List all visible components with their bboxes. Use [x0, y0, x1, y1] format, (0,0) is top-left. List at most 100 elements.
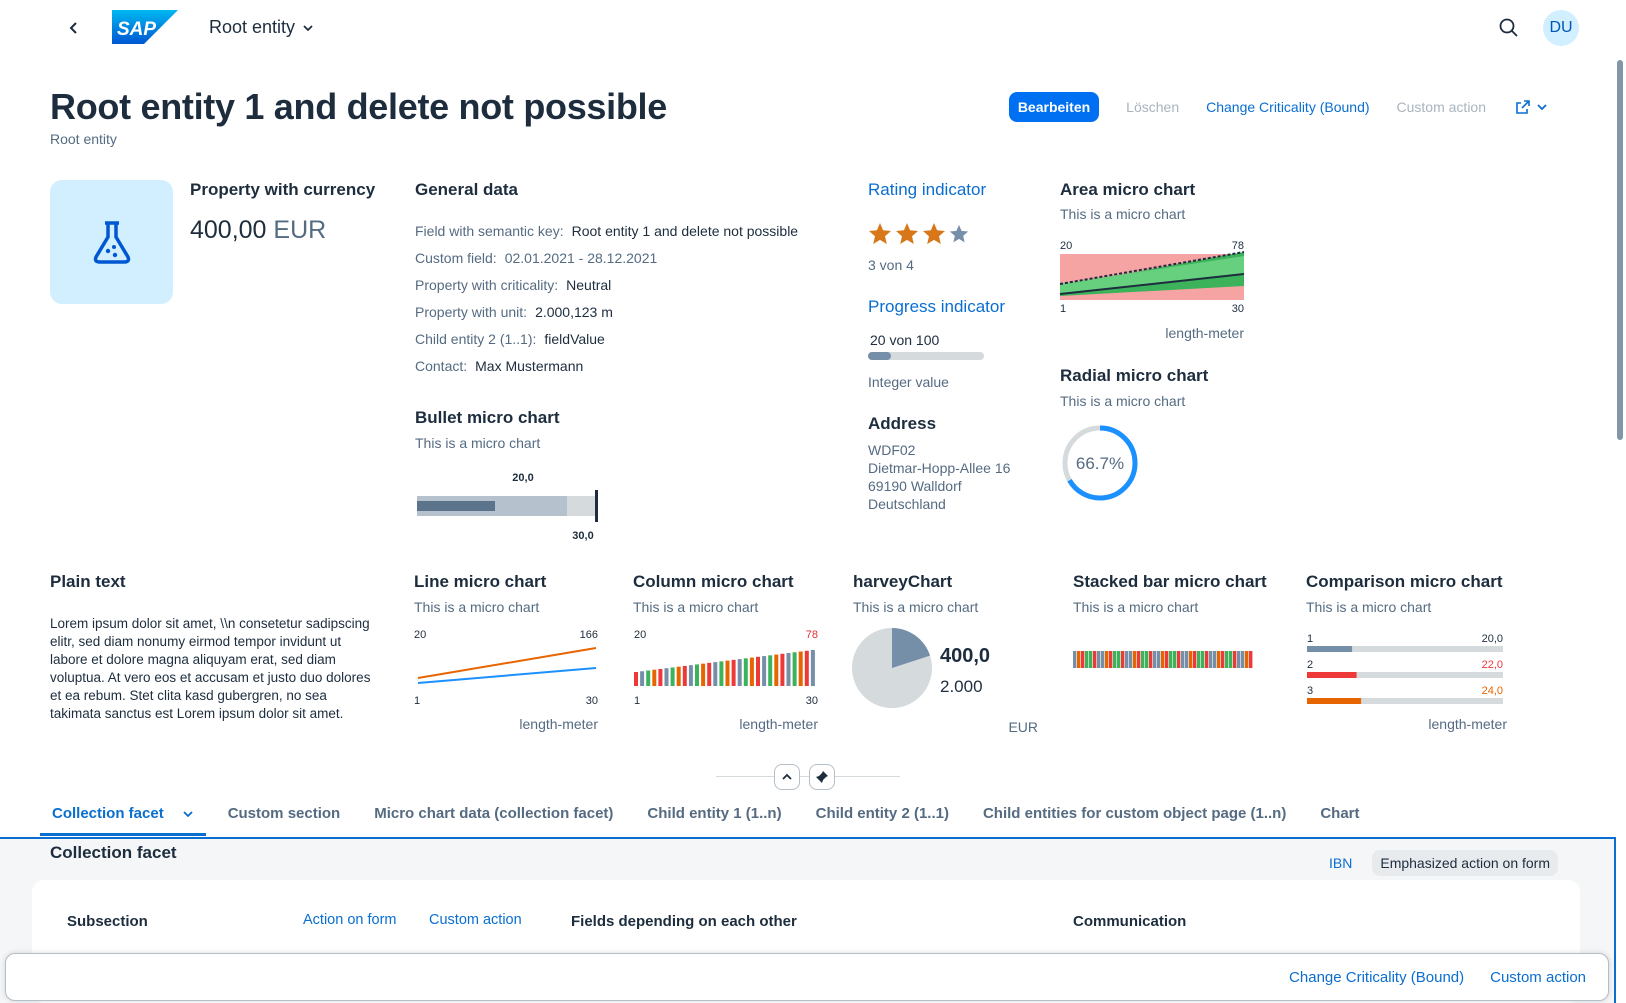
pin-header-button[interactable] — [809, 764, 835, 790]
stacked-bar-segment — [1073, 651, 1077, 668]
column-bar — [695, 664, 699, 686]
stacked-bar-segment — [1077, 651, 1081, 668]
line-chart: 20 166 1 30 length-meter — [414, 629, 598, 732]
stacked-bar-segment — [1145, 651, 1149, 668]
field-row: Child entity 2 (1..1): fieldValue — [415, 331, 605, 347]
stacked-bar-segment — [1105, 651, 1109, 668]
column-bar — [707, 662, 712, 686]
column-bar — [725, 660, 730, 686]
tab-child-entities-custom[interactable]: Child entities for custom object page (1… — [982, 805, 1287, 822]
area-top-right-label: 78 — [1232, 240, 1244, 252]
ibn-button[interactable]: IBN — [1329, 855, 1353, 871]
tab-chart[interactable]: Chart — [1320, 805, 1360, 822]
currency-value: 400,00 EUR — [190, 216, 326, 245]
comparison-row-value: 24,0 — [1482, 685, 1503, 697]
progress-fill — [868, 352, 892, 360]
avatar[interactable]: DU — [1543, 10, 1579, 46]
column-bar — [731, 659, 736, 686]
rating-indicator[interactable] — [868, 222, 969, 246]
stacked-bar-segment — [1245, 651, 1249, 668]
harvey-value-slice — [892, 628, 931, 668]
share-icon — [1516, 100, 1530, 114]
radial-chart-title: Radial micro chart — [1060, 366, 1209, 385]
contact-link[interactable]: Max Mustermann — [475, 358, 584, 374]
back-button[interactable] — [62, 16, 86, 40]
address-title: Address — [868, 414, 937, 433]
area-actual-line — [1059, 273, 1245, 295]
stacked-bar-segment — [1193, 651, 1197, 668]
bullet-value-label: 20,0 — [512, 472, 533, 484]
comparison-row-label: 3 — [1307, 685, 1313, 697]
field-row: Contact: Max Mustermann — [415, 358, 584, 374]
star-icon — [896, 223, 918, 244]
tab-custom-section[interactable]: Custom section — [227, 805, 341, 822]
plain-text-body: Lorem ipsum dolor sit amet, \\n consetet… — [50, 616, 371, 721]
column-bar — [804, 650, 809, 686]
general-data-title: General data — [415, 180, 518, 199]
page-subtitle: Root entity — [50, 131, 117, 147]
stacked-bar-segment — [1125, 651, 1129, 668]
comparison-row-label: 2 — [1307, 659, 1313, 671]
app-title-menu[interactable]: Root entity — [209, 17, 315, 38]
column-bar — [688, 665, 693, 686]
stacked-bar-segment — [1081, 651, 1085, 668]
change-criticality-button[interactable]: Change Criticality (Bound) — [1206, 99, 1370, 115]
column-bar — [658, 668, 663, 686]
anchor-bar: Collection facet Custom section Micro ch… — [40, 796, 1382, 836]
delete-button[interactable]: Löschen — [1126, 99, 1180, 115]
stacked-bar-segment — [1129, 651, 1133, 668]
share-button[interactable] — [1514, 98, 1548, 116]
stacked-bar-segment — [1085, 651, 1089, 668]
stacked-bar-segment — [1097, 651, 1101, 668]
radial-value-arc — [1062, 425, 1138, 501]
tab-collection-facet[interactable]: Collection facet — [40, 805, 206, 836]
column-bar — [634, 672, 638, 686]
comparison-chart-title: Comparison micro chart — [1306, 572, 1503, 591]
comparison-chart: length-meter 1 20,0 2 22,0 3 24,0 — [1307, 633, 1507, 732]
progress-title: Progress indicator — [868, 297, 1006, 316]
rating-text: 3 von 4 — [868, 257, 914, 273]
footer-custom-action-button[interactable]: Custom action — [1490, 968, 1586, 986]
action-on-form-button[interactable]: Action on form — [303, 912, 397, 928]
comparison-bar — [1307, 672, 1357, 678]
address-line: Deutschland — [868, 496, 946, 512]
line-series-1 — [417, 647, 597, 679]
footer-change-criticality-button[interactable]: Change Criticality (Bound) — [1289, 968, 1465, 986]
stacked-bar-chart — [1073, 651, 1253, 668]
column-bar — [676, 666, 681, 686]
comparison-track — [1307, 646, 1503, 652]
collapse-header-button[interactable] — [774, 764, 800, 790]
tab-child-entity-2[interactable]: Child entity 2 (1..1) — [815, 805, 949, 822]
stacked-bar-segment — [1113, 651, 1117, 668]
subsection-custom-action-button[interactable]: Custom action — [429, 912, 522, 928]
comparison-bar — [1307, 646, 1353, 652]
tab-child-entity-1[interactable]: Child entity 1 (1..n) — [647, 805, 782, 822]
area-unit-label: length-meter — [1165, 325, 1244, 341]
address-line: WDF02 — [868, 442, 916, 458]
stacked-bar-segment — [1153, 651, 1157, 668]
chevron-down-icon — [1537, 104, 1547, 111]
line-top-right-label: 166 — [580, 629, 598, 641]
radial-chart-subtitle: This is a micro chart — [1060, 393, 1186, 409]
bullet-actual-bar — [417, 501, 495, 511]
search-button[interactable] — [1497, 16, 1521, 40]
custom-action-button[interactable]: Custom action — [1396, 99, 1486, 115]
tab-micro-chart-data[interactable]: Micro chart data (collection facet) — [374, 805, 614, 822]
field-row: Property with criticality: Neutral — [415, 277, 612, 293]
page-title: Root entity 1 and delete not possible — [50, 86, 667, 127]
chevron-up-icon — [782, 773, 792, 780]
stacked-bar-segment — [1181, 651, 1185, 668]
emphasized-action-button[interactable]: Emphasized action on form — [1372, 850, 1558, 876]
edit-button[interactable]: Bearbeiten — [1008, 92, 1100, 122]
harvey-value-label: 400,0 — [940, 645, 990, 667]
child-entity-link[interactable]: fieldValue — [544, 331, 605, 347]
area-bottom-left-label: 1 — [1060, 303, 1066, 315]
column-bar — [798, 651, 803, 686]
header-toolbar: Bearbeiten Löschen Change Criticality (B… — [1008, 92, 1548, 122]
plain-text-title: Plain text — [50, 572, 126, 591]
line-bottom-left-label: 1 — [414, 695, 420, 707]
scrollbar[interactable] — [1617, 60, 1623, 440]
stacked-bar-segment — [1137, 651, 1141, 668]
column-bar — [762, 656, 767, 686]
comparison-row-label: 1 — [1307, 633, 1313, 645]
